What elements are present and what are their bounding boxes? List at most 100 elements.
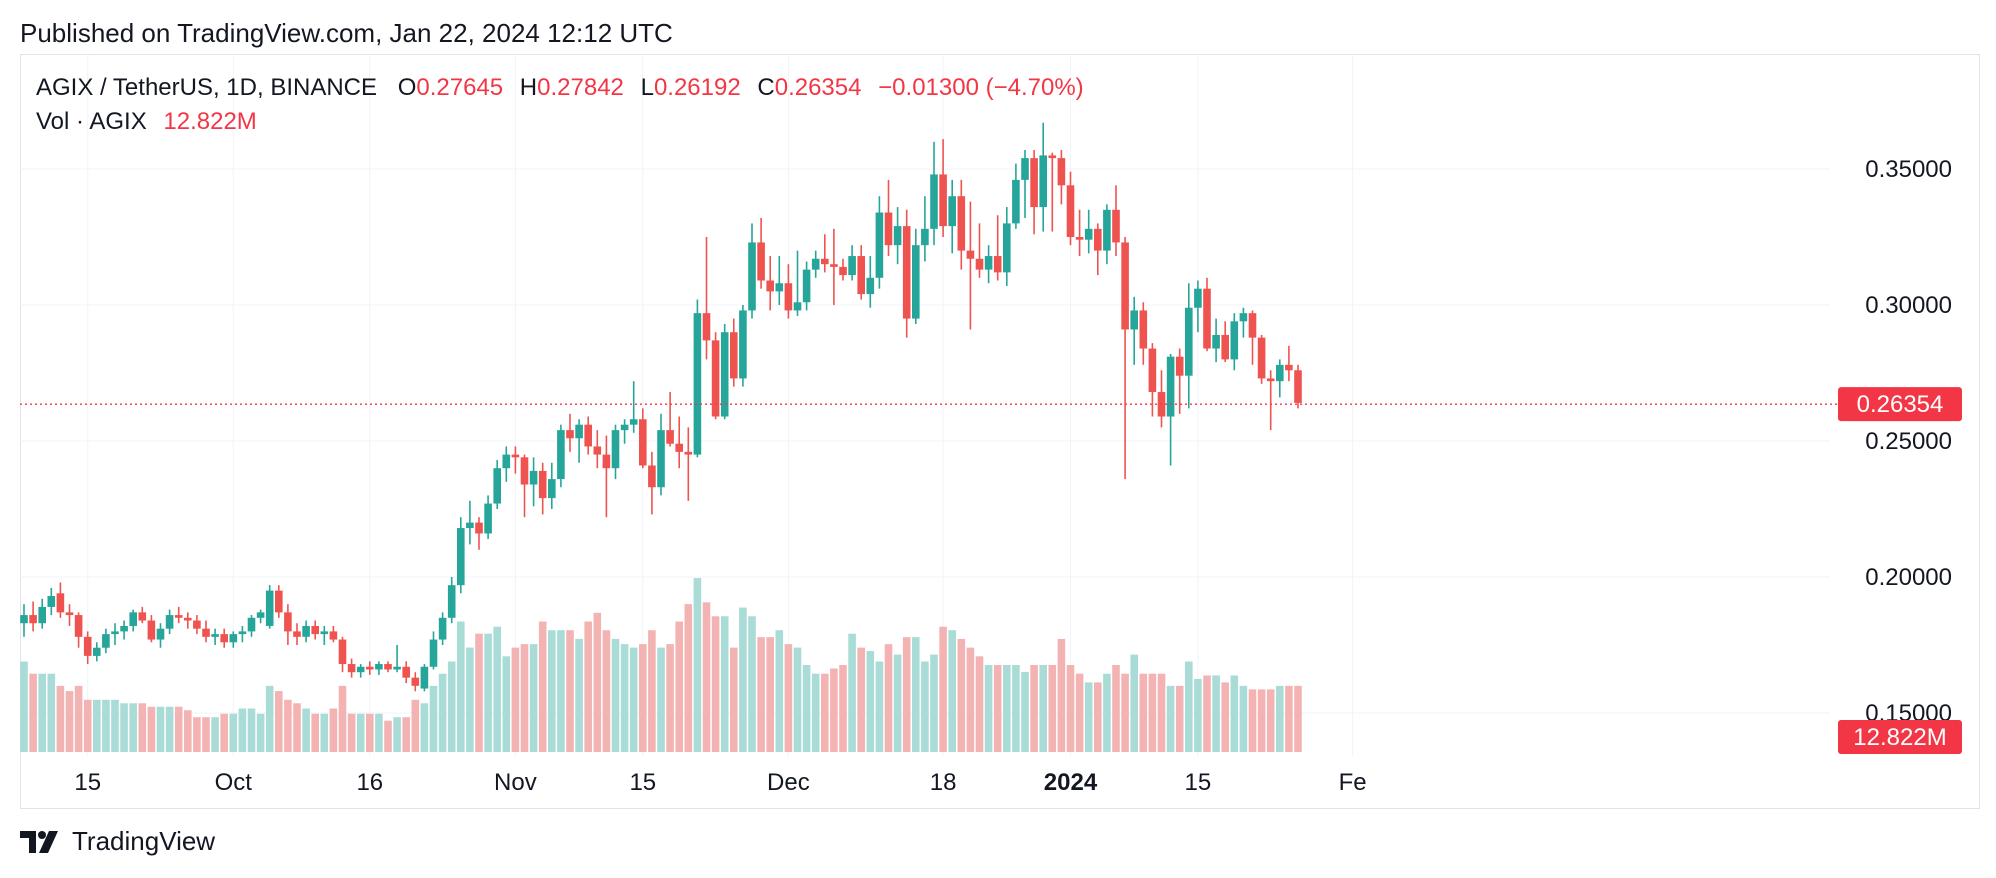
volume-bar <box>1185 661 1193 752</box>
volume-bar <box>247 708 256 752</box>
candle-body <box>775 283 784 292</box>
volume-bar <box>1148 673 1157 752</box>
candle-body <box>1148 348 1157 393</box>
candle-body <box>875 212 884 278</box>
candle-body <box>438 617 447 640</box>
volume-bar <box>311 713 319 752</box>
volume-bar <box>629 647 638 752</box>
candle-body <box>511 454 520 458</box>
volume-bar <box>229 713 238 752</box>
volume-bar <box>884 644 893 752</box>
candle-body <box>165 615 174 629</box>
volume-bar <box>1030 665 1038 752</box>
candle-body <box>1212 334 1220 349</box>
volume-bar <box>1276 685 1284 752</box>
candle-body <box>1094 228 1102 251</box>
candle-body <box>866 277 875 295</box>
legend-high-value: 0.27842 <box>537 74 624 101</box>
volume-bar <box>120 703 128 752</box>
volume-bar <box>1012 665 1020 752</box>
candle-body <box>1221 334 1229 360</box>
volume-bar <box>793 647 802 752</box>
volume-bar <box>1166 685 1175 752</box>
candle-body <box>384 664 392 670</box>
candle-body <box>356 666 365 673</box>
candle-body <box>311 625 319 635</box>
tradingview-brand[interactable]: TradingView <box>20 826 215 857</box>
volume-bar <box>375 713 383 752</box>
candle-body <box>884 212 893 246</box>
volume-bar <box>538 621 547 752</box>
volume-bar <box>284 699 292 752</box>
volume-bar <box>402 717 410 752</box>
candle-body <box>575 424 583 439</box>
candle-body <box>730 332 738 379</box>
y-axis-tick-label: 0.30000 <box>1865 292 1952 319</box>
candle-body <box>1239 313 1248 322</box>
volume-bar <box>648 630 656 752</box>
candle-body <box>602 454 611 469</box>
volume-bar <box>730 647 738 752</box>
candle-body <box>1075 237 1084 240</box>
candle-body <box>284 612 292 632</box>
candle-body <box>493 468 501 504</box>
volume-bar <box>866 651 875 752</box>
candle-body <box>1103 209 1111 251</box>
candle-body <box>484 503 492 534</box>
candle-body <box>375 664 383 670</box>
chart-container[interactable] <box>20 54 1980 809</box>
volume-bar <box>129 703 137 752</box>
volume-bar <box>156 706 165 752</box>
candle-body <box>1048 155 1057 159</box>
last-price-badge <box>1838 387 1962 422</box>
candle-body <box>529 470 538 485</box>
candle-body <box>848 256 856 276</box>
x-axis-tick-label: Dec <box>767 769 810 796</box>
candle-body <box>557 430 565 480</box>
candle-body <box>893 226 902 246</box>
candle-body <box>1276 364 1284 382</box>
candle-body <box>720 332 729 417</box>
candle-body <box>993 256 1002 273</box>
volume-bar <box>711 616 720 752</box>
volume-bar <box>1239 685 1248 752</box>
candle-body <box>793 302 802 311</box>
candle-body <box>611 430 620 469</box>
candle-body <box>648 465 656 488</box>
volume-bar <box>1248 689 1257 752</box>
volume-bar <box>1130 654 1138 752</box>
volume-bar <box>557 630 565 752</box>
volume-bar <box>720 616 729 752</box>
volume-bar <box>739 607 747 752</box>
volume-bar <box>356 713 365 752</box>
volume-bar <box>1157 673 1166 752</box>
x-axis-tick-label: 15 <box>74 769 101 796</box>
candle-body <box>675 443 683 452</box>
candle-body <box>912 245 920 319</box>
volume-bar <box>184 710 192 752</box>
volume-bar <box>47 673 56 752</box>
volume-bar <box>93 699 101 752</box>
candle-body <box>475 522 483 534</box>
volume-bar <box>657 647 665 752</box>
candle-body <box>411 677 420 686</box>
volume-bar <box>766 637 774 752</box>
candle-body <box>256 612 265 618</box>
volume-bar <box>602 630 611 752</box>
candle-body <box>329 631 338 640</box>
candle-body <box>193 620 201 629</box>
volume-bar <box>611 638 620 752</box>
volume-bar <box>447 661 456 752</box>
candle-body <box>1003 223 1011 273</box>
volume-bar <box>429 685 438 752</box>
volume-bar <box>147 706 156 752</box>
candle-body <box>748 242 756 311</box>
volume-bar <box>366 713 374 752</box>
volume-bar <box>56 685 65 752</box>
legend-open-value: 0.27645 <box>416 74 504 101</box>
volume-bar <box>338 685 347 752</box>
candle-body <box>711 340 720 417</box>
y-axis-tick-label: 0.20000 <box>1865 564 1952 591</box>
candle-body <box>1203 288 1211 349</box>
